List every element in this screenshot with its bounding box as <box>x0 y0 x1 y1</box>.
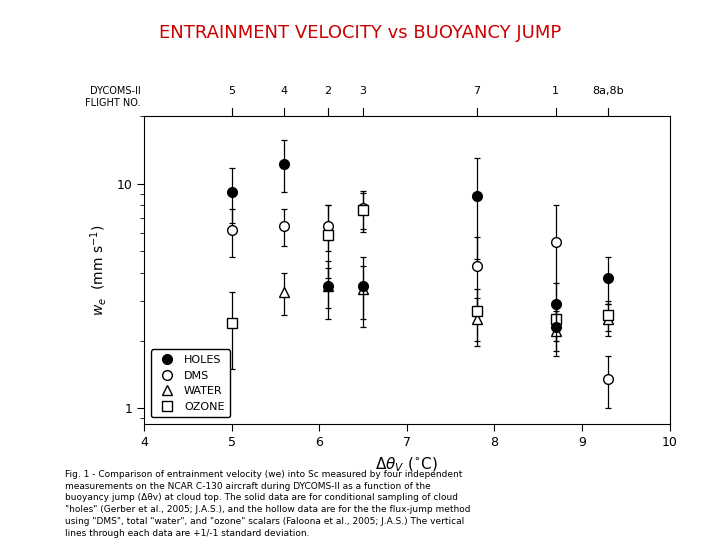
Y-axis label: $w_e$  (mm s$^{-1}$): $w_e$ (mm s$^{-1}$) <box>89 224 109 316</box>
Legend: HOLES, DMS, WATER, OZONE: HOLES, DMS, WATER, OZONE <box>150 349 230 417</box>
Text: ENTRAINMENT VELOCITY vs BUOYANCY JUMP: ENTRAINMENT VELOCITY vs BUOYANCY JUMP <box>159 24 561 42</box>
Text: 8a,8b: 8a,8b <box>593 86 624 97</box>
Text: 4: 4 <box>281 86 288 97</box>
Text: 1: 1 <box>552 86 559 97</box>
Text: 2: 2 <box>325 86 331 97</box>
Text: DYCOMS-II
FLIGHT NO.: DYCOMS-II FLIGHT NO. <box>85 86 140 108</box>
Text: 3: 3 <box>359 86 366 97</box>
X-axis label: $\Delta\theta_V$ ($^{\circ}$C): $\Delta\theta_V$ ($^{\circ}$C) <box>375 456 438 474</box>
Text: Fig. 1 - Comparison of entrainment velocity (we) into Sc measured by four indepe: Fig. 1 - Comparison of entrainment veloc… <box>65 470 470 538</box>
Text: 5: 5 <box>228 86 235 97</box>
Text: 7: 7 <box>473 86 480 97</box>
